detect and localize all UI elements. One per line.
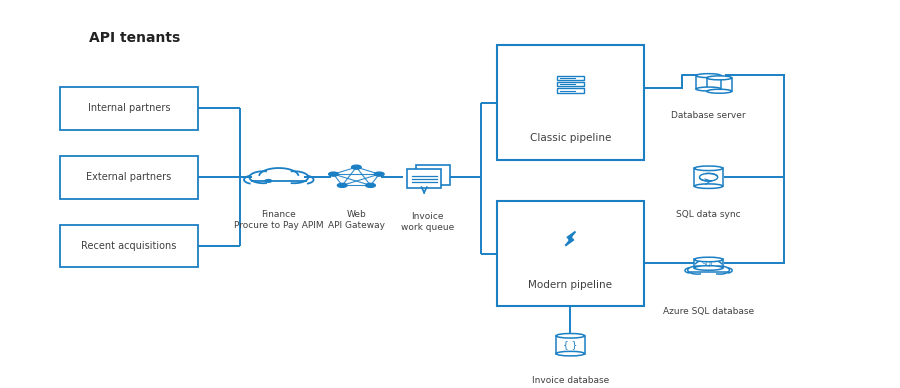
Text: Azure SQL database: Azure SQL database	[663, 307, 754, 316]
Circle shape	[328, 172, 338, 176]
Text: Invoice database: Invoice database	[532, 376, 609, 385]
Text: Web
API Gateway: Web API Gateway	[328, 210, 385, 230]
Bar	[60, 87, 198, 130]
Bar	[416, 165, 450, 185]
Ellipse shape	[694, 184, 723, 189]
Text: API tenants: API tenants	[89, 31, 180, 45]
Ellipse shape	[556, 334, 585, 338]
Ellipse shape	[694, 257, 723, 262]
Text: Internal partners: Internal partners	[88, 103, 170, 113]
Circle shape	[266, 180, 272, 182]
Circle shape	[365, 184, 375, 187]
Circle shape	[338, 184, 347, 187]
Bar	[497, 45, 644, 161]
Text: External partners: External partners	[86, 172, 172, 182]
Text: SQL data sync: SQL data sync	[676, 210, 741, 219]
Ellipse shape	[696, 74, 721, 78]
Text: Recent acquisitions: Recent acquisitions	[81, 241, 176, 251]
Bar	[60, 156, 198, 199]
Circle shape	[374, 172, 384, 176]
Text: SQL: SQL	[702, 261, 716, 267]
Text: Invoice
work queue: Invoice work queue	[401, 212, 454, 232]
Ellipse shape	[556, 352, 585, 356]
Text: Modern pipeline: Modern pipeline	[528, 280, 612, 290]
Ellipse shape	[694, 166, 723, 171]
Text: Database server: Database server	[671, 111, 746, 120]
Circle shape	[352, 165, 361, 169]
Bar	[557, 82, 584, 87]
Bar	[557, 76, 584, 80]
Bar	[557, 88, 584, 93]
Text: { }: { }	[563, 340, 578, 349]
Ellipse shape	[696, 87, 721, 91]
Text: Classic pipeline: Classic pipeline	[530, 133, 611, 143]
Bar	[60, 225, 198, 267]
Bar	[407, 169, 441, 189]
Ellipse shape	[694, 266, 723, 270]
Ellipse shape	[706, 76, 732, 80]
Ellipse shape	[706, 89, 732, 93]
Bar	[497, 201, 644, 306]
Text: Finance
Procure to Pay APIM: Finance Procure to Pay APIM	[234, 210, 324, 230]
